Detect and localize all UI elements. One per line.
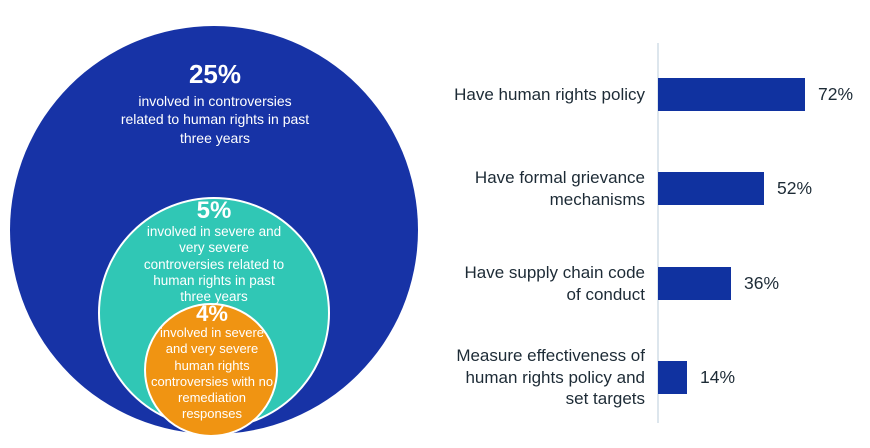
circle-4pct-value: 4% bbox=[196, 301, 228, 326]
bar-measure-effectiveness bbox=[658, 361, 687, 394]
chart-axis-line bbox=[657, 43, 659, 423]
circle-25pct-description: involved in controversies related to huma… bbox=[120, 92, 310, 146]
bar-value: 52% bbox=[777, 178, 813, 198]
bar-row-human-rights-policy: Have human rights policy 72% bbox=[435, 47, 870, 142]
circle-5pct-value: 5% bbox=[196, 197, 232, 224]
bar-chart: Have human rights policy 72% Have formal… bbox=[435, 0, 870, 448]
bar-label: Have supply chain code of conduct bbox=[464, 262, 645, 304]
bar-label: Have formal grievance mechanisms bbox=[474, 167, 645, 209]
bar-grievance-mechanisms bbox=[658, 172, 764, 205]
bar-value: 14% bbox=[700, 367, 736, 387]
circle-5pct-label: 5% involved in severe and very severe cont… bbox=[114, 198, 314, 305]
circle-5pct-description: involved in severe and very severe controv… bbox=[143, 224, 285, 304]
nested-circles-diagram: 25% involved in controversies related to … bbox=[10, 26, 418, 437]
circle-25pct-label: 25% involved in controversies related to … bbox=[75, 60, 355, 147]
circle-4pct-label: 4% involved in severe and very severe huma… bbox=[136, 302, 288, 423]
bar-label: Measure effectiveness of human rights pol… bbox=[456, 345, 645, 409]
bar-row-supply-chain-code: Have supply chain code of conduct 36% bbox=[435, 236, 870, 331]
circle-25pct-value: 25% bbox=[188, 59, 242, 89]
circle-4pct-no-remediation bbox=[144, 303, 278, 437]
bar-value: 72% bbox=[818, 84, 854, 104]
circle-4pct-description: involved in severe and very severe human r… bbox=[150, 325, 274, 422]
bar-label: Have human rights policy bbox=[454, 84, 645, 104]
bar-row-measure-effectiveness: Measure effectiveness of human rights pol… bbox=[435, 330, 870, 425]
bar-value: 36% bbox=[744, 273, 780, 293]
bar-human-rights-policy bbox=[658, 78, 805, 111]
bar-supply-chain-code bbox=[658, 267, 731, 300]
bar-row-grievance-mechanisms: Have formal grievance mechanisms 52% bbox=[435, 141, 870, 236]
